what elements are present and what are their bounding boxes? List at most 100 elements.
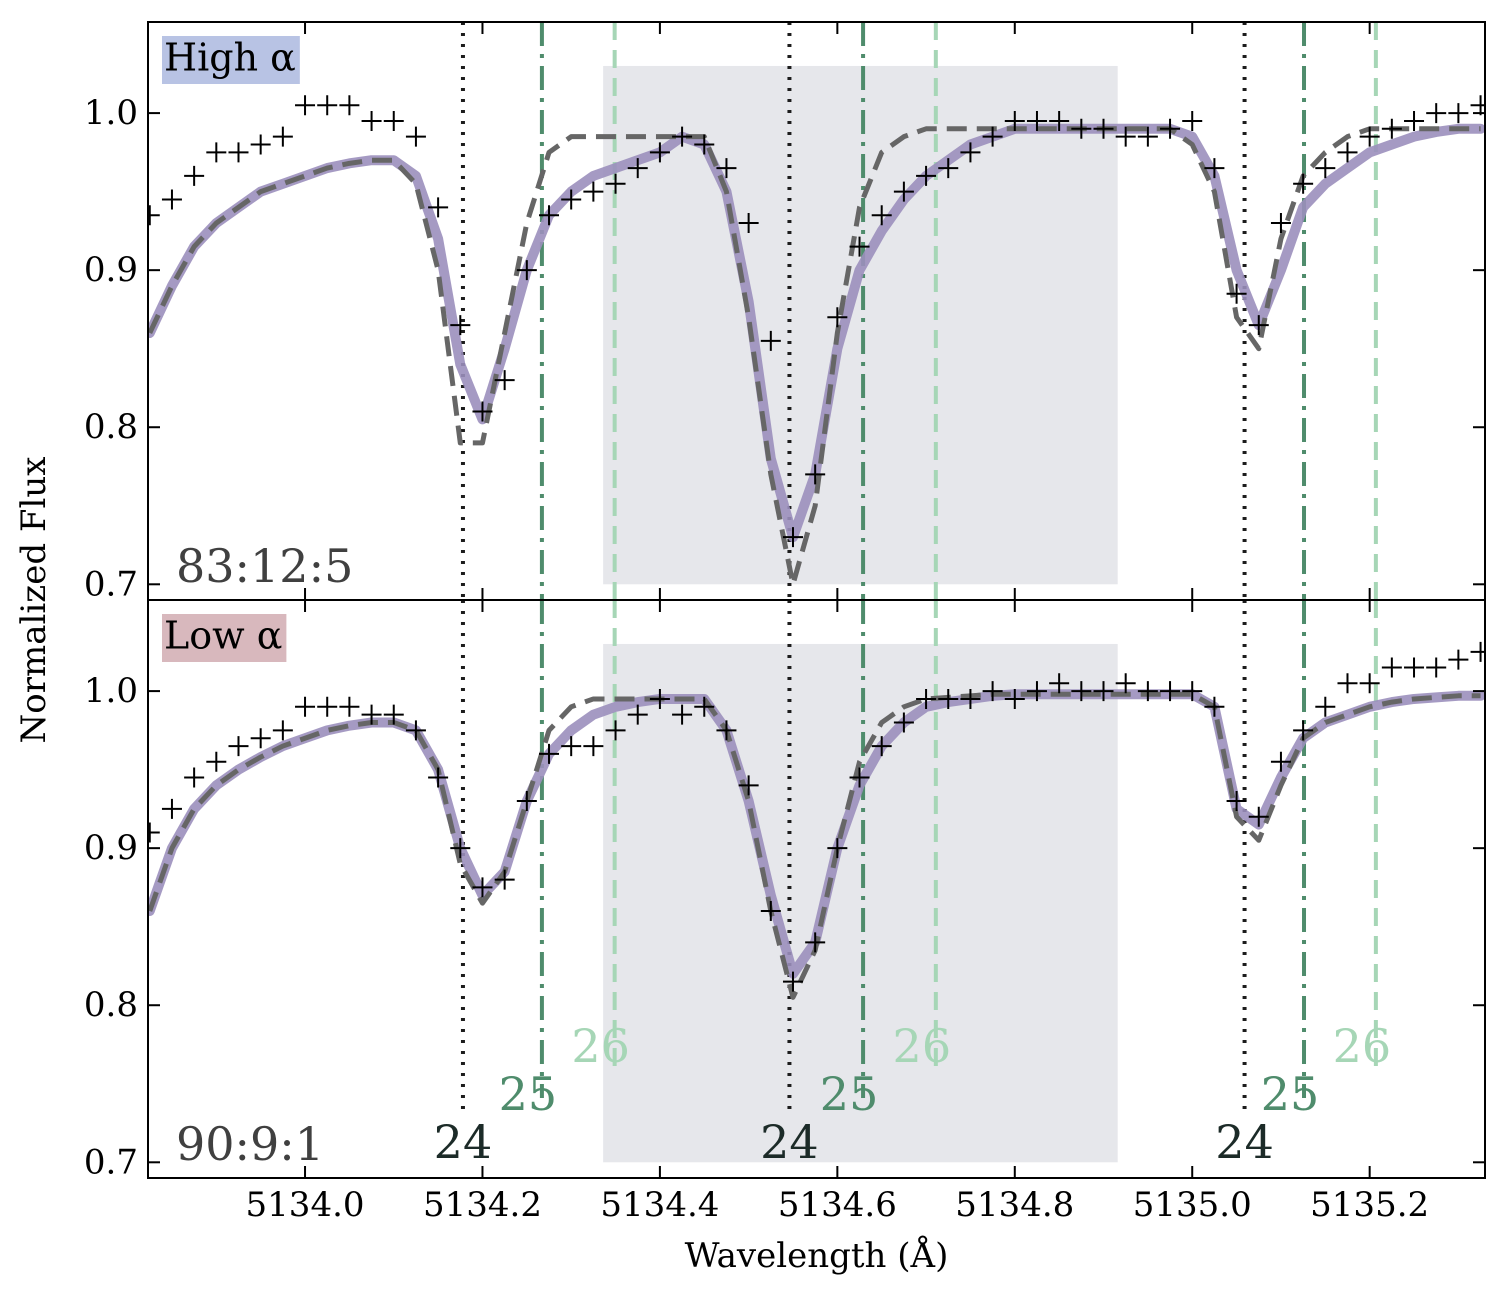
panel-label: High α	[164, 36, 296, 80]
data-point	[161, 798, 182, 819]
data-point	[938, 158, 959, 179]
y-tick-label: 0.8	[84, 407, 138, 447]
data-point	[1071, 681, 1092, 702]
data-point	[649, 142, 670, 163]
data-point	[1359, 126, 1380, 147]
data-point	[1160, 681, 1181, 702]
data-point	[1204, 696, 1225, 717]
data-point	[1160, 118, 1181, 139]
x-tick-label: 5135.0	[1133, 1185, 1252, 1225]
data-point	[339, 696, 360, 717]
panel-label-box	[162, 36, 300, 84]
y-tick-label: 0.7	[84, 1142, 138, 1182]
data-point	[1359, 673, 1380, 694]
data-point	[339, 95, 360, 116]
data-point	[250, 134, 271, 155]
data-point	[938, 688, 959, 709]
data-point	[295, 696, 316, 717]
data-point	[760, 330, 781, 351]
data-point	[228, 142, 249, 163]
data-point	[405, 720, 426, 741]
data-point	[982, 126, 1003, 147]
mixture-annotation: 83:12:5	[176, 539, 353, 593]
isotope-label: 24	[1215, 1115, 1274, 1169]
y-tick-label: 0.7	[84, 564, 138, 604]
axes-frame	[147, 599, 1486, 1179]
data-point	[827, 838, 848, 859]
data-point	[361, 704, 382, 725]
data-point	[1093, 681, 1114, 702]
data-point	[1381, 118, 1402, 139]
data-point	[206, 142, 227, 163]
data-point	[694, 696, 715, 717]
data-point	[1470, 641, 1485, 662]
data-point	[738, 213, 759, 234]
data-point	[716, 158, 737, 179]
x-axis-label: Wavelength (Å)	[685, 1235, 949, 1276]
data-point	[1071, 118, 1092, 139]
data-point	[694, 134, 715, 155]
data-point	[383, 110, 404, 131]
data-point	[1448, 649, 1469, 670]
data-point	[849, 767, 870, 788]
data-point	[805, 932, 826, 953]
isotope-label: 24	[434, 1115, 493, 1169]
isotope-label: 26	[571, 1019, 630, 1073]
x-tick-label: 5134.6	[778, 1185, 897, 1225]
data-point	[782, 971, 803, 992]
data-point	[916, 165, 937, 186]
data-point	[494, 869, 515, 890]
data-point	[1204, 158, 1225, 179]
data-point	[760, 900, 781, 921]
data-point	[1137, 126, 1158, 147]
highlight-region	[603, 65, 1118, 585]
data-point	[1337, 142, 1358, 163]
plot-area	[148, 22, 1485, 600]
data-point	[148, 205, 160, 226]
data-point	[849, 236, 870, 257]
isotope-label: 26	[1333, 1019, 1392, 1073]
data-point	[605, 720, 626, 741]
x-tick-label: 5135.2	[1310, 1185, 1429, 1225]
data-point	[1049, 110, 1070, 131]
data-point	[361, 110, 382, 131]
data-point	[405, 126, 426, 147]
data-point	[1026, 110, 1047, 131]
data-point	[184, 165, 205, 186]
data-point	[317, 696, 338, 717]
data-point	[1004, 688, 1025, 709]
data-point	[672, 704, 693, 725]
y-tick-label: 0.8	[84, 985, 138, 1025]
data-point	[1248, 806, 1269, 827]
data-point	[1315, 696, 1336, 717]
data-point	[539, 205, 560, 226]
highlight-region	[603, 643, 1118, 1163]
data-point	[1270, 213, 1291, 234]
data-point	[1448, 103, 1469, 124]
data-point	[1404, 657, 1425, 678]
data-point	[1248, 315, 1269, 336]
data-point	[450, 315, 471, 336]
data-point	[605, 173, 626, 194]
data-point	[161, 189, 182, 210]
data-point	[1049, 673, 1070, 694]
data-point	[960, 142, 981, 163]
data-point	[782, 527, 803, 548]
data-point	[1381, 657, 1402, 678]
data-point	[228, 736, 249, 757]
x-tick-label: 5134.4	[600, 1185, 719, 1225]
data-point	[1470, 95, 1485, 116]
data-point	[1315, 158, 1336, 179]
mixture-annotation: 90:9:1	[176, 1117, 324, 1171]
data-point	[516, 260, 537, 281]
data-point	[272, 126, 293, 147]
data-point	[428, 767, 449, 788]
data-point	[893, 712, 914, 733]
data-point	[1293, 173, 1314, 194]
model-line	[148, 126, 1481, 587]
data-point	[982, 681, 1003, 702]
data-point	[960, 688, 981, 709]
x-tick-label: 5134.2	[423, 1185, 542, 1225]
